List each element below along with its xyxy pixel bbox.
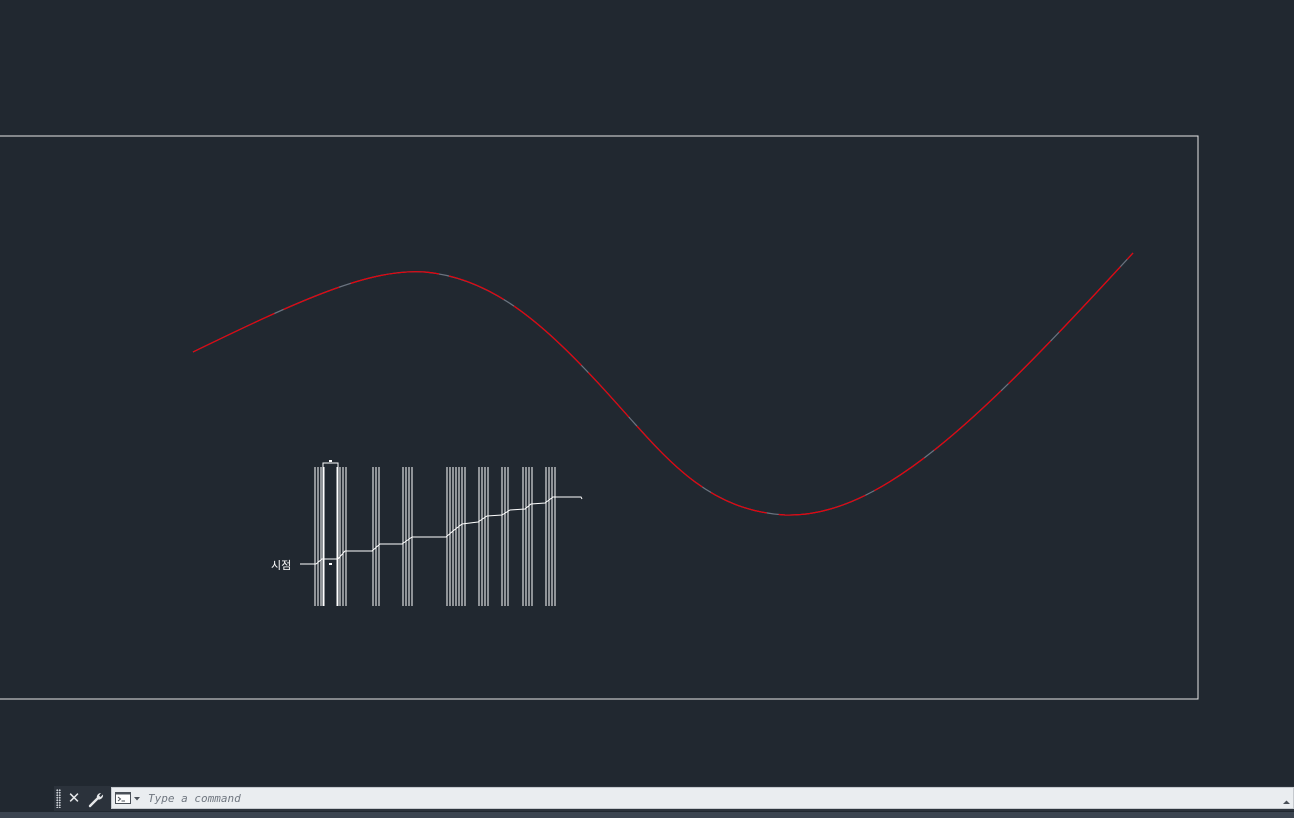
start-marker-dot <box>329 563 332 565</box>
section-line-group[interactable] <box>300 460 583 606</box>
close-icon[interactable]: ✕ <box>67 789 81 807</box>
wrench-icon[interactable] <box>87 790 107 808</box>
command-line-bar: ✕ <box>54 786 1294 811</box>
command-prompt-icon[interactable] <box>115 791 143 806</box>
start-point-label: 시점 <box>271 559 291 572</box>
section-verticals <box>314 467 556 606</box>
profile-line <box>300 496 583 565</box>
alignment-curve[interactable] <box>192 252 1134 516</box>
model-space-canvas[interactable]: 시점 <box>0 0 1294 790</box>
layout-frame <box>0 135 1199 700</box>
alignment-curve-base[interactable] <box>192 252 1134 516</box>
grip-handle-icon[interactable] <box>56 789 61 808</box>
chevron-up-icon[interactable] <box>1282 793 1291 804</box>
command-input[interactable] <box>146 789 1270 807</box>
start-marker-bracket <box>322 462 339 606</box>
start-marker-top-dot <box>329 460 332 462</box>
status-strip <box>0 812 1294 818</box>
command-input-container[interactable] <box>111 787 1294 809</box>
